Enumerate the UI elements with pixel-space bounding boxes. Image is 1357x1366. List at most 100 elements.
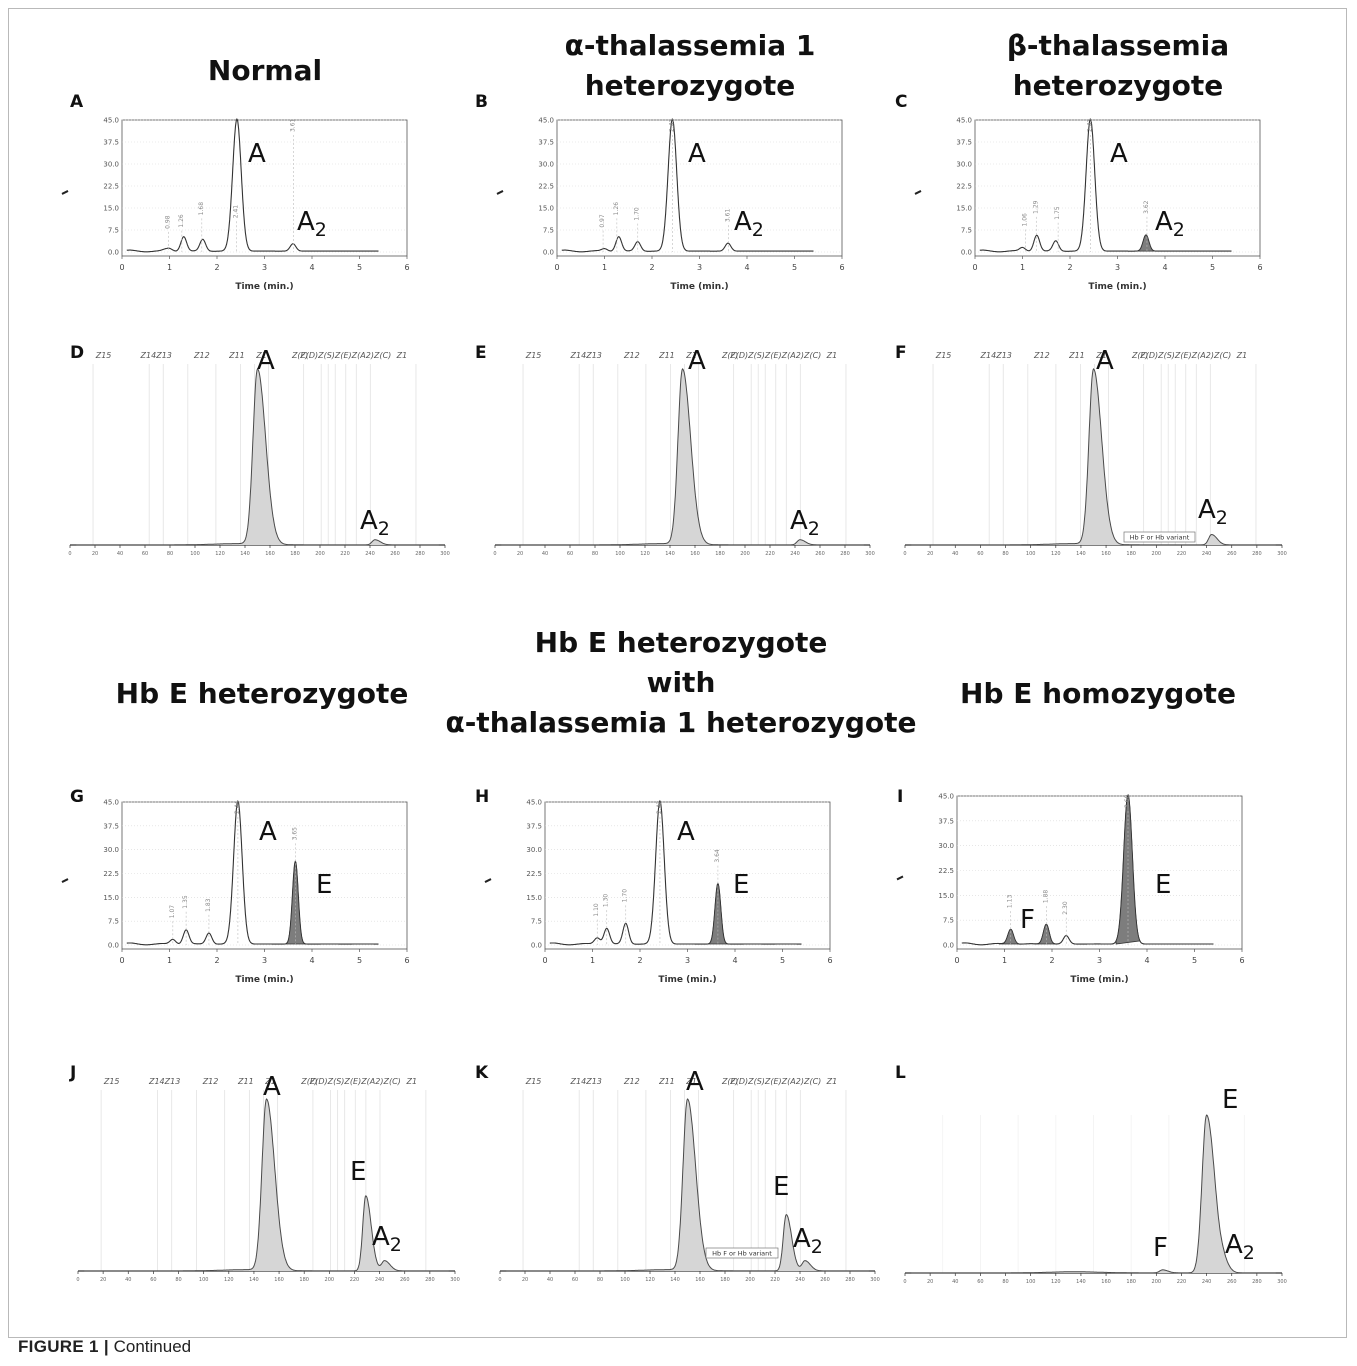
ce-xtick-D: 40 (117, 551, 123, 557)
hplc-ytick-G: 37.5 (103, 822, 119, 830)
ce-xtick-J: 40 (125, 1277, 131, 1283)
hplc-xtick-H: 2 (637, 956, 642, 965)
ce-zone-header-J: Z1 (264, 1077, 276, 1086)
hplc-rt-label-G: 1.07 (169, 905, 176, 919)
ce-xtick-K: 240 (795, 1277, 805, 1283)
ce-xtick-K: 100 (620, 1277, 630, 1283)
ce-zone-header-D: Z(F) (291, 351, 308, 360)
ce-xtick-L: 20 (927, 1279, 933, 1285)
hplc-ytick-C: 15.0 (956, 205, 972, 213)
ce-xtick-F: 20 (927, 551, 933, 557)
ce-xtick-J: 60 (150, 1277, 156, 1283)
ce-xtick-K: 200 (745, 1277, 755, 1283)
hplc-xtick-H: 6 (827, 956, 832, 965)
ce-xtick-L: 280 (1252, 1279, 1262, 1285)
panel-H: H 45.0 37.5 30.0 22.5 15.0 7.5 0.00 1 2 3 4 5 6 Time (… (475, 787, 833, 985)
hplc-ytick-C: 30.0 (956, 161, 972, 169)
hplc-xtick-C: 6 (1257, 263, 1262, 272)
ce-zone-header-K: Z(F) (721, 1077, 738, 1086)
hplc-rt-label-A: 3.61 (289, 118, 296, 132)
hplc-ytick-I: 45.0 (938, 793, 954, 801)
ce-xtick-F: 180 (1126, 551, 1136, 557)
hplc-rt-label-G: 3.65 (291, 827, 298, 841)
hplc-ytick-B: 7.5 (543, 227, 554, 235)
ce-zone-header-J: Z(D)Z(S)Z(E)Z(A2)Z(C) (309, 1077, 401, 1086)
ce-zone-header-F: Z1 (1236, 351, 1248, 360)
hplc-ytick-I: 30.0 (938, 842, 954, 850)
ce-xtick-E: 180 (715, 551, 725, 557)
hplc-rt-label-H: 3.64 (714, 849, 721, 863)
ce-zone-header-K: Z1 (826, 1077, 838, 1086)
hplc-xtick-H: 0 (542, 956, 547, 965)
peak-label-G-E: E (316, 870, 332, 900)
hplc-peak-fill-C (1134, 234, 1158, 252)
ce-xtick-F: 140 (1076, 551, 1086, 557)
hplc-rt-label-C: 1.29 (1032, 200, 1039, 214)
ce-xtick-F: 240 (1202, 551, 1212, 557)
hplc-xtick-B: 6 (839, 263, 844, 272)
ce-trace-fill-E (495, 368, 870, 545)
hplc-axis-stub-I (896, 875, 904, 881)
hplc-ytick-G: 0.0 (108, 942, 119, 950)
peak-label-L-F: F (1153, 1233, 1168, 1263)
ce-xtick-F: 0 (903, 551, 906, 557)
panel-E: E Z15 Z14Z13 Z12 Z11 Z1 Z(F)Z(D)Z(S)Z(E)Z(A2)Z… (475, 343, 875, 557)
title-hbe-het: Hb E heterozygote (116, 677, 409, 710)
hplc-xtick-G: 1 (167, 956, 172, 965)
hplc-ytick-I: 15.0 (938, 892, 954, 900)
peak-label-J-A: A (263, 1072, 281, 1102)
ce-zone-header-F: Z15 (935, 351, 952, 360)
panel-letter-F: F (895, 343, 907, 363)
ce-xtick-D: 220 (340, 551, 350, 557)
ce-xtick-F: 260 (1227, 551, 1237, 557)
hplc-xtick-G: 2 (214, 956, 219, 965)
hplc-rt-label-C: 1.75 (1054, 206, 1061, 220)
ce-xtick-F: 80 (1002, 551, 1008, 557)
hplc-ytick-H: 30.0 (526, 846, 542, 854)
ce-xtick-D: 300 (440, 551, 450, 557)
hplc-ytick-B: 0.0 (543, 249, 554, 257)
hplc-xtick-A: 3 (262, 263, 267, 272)
hplc-rt-label-C: 2.43 (1086, 118, 1093, 132)
hplc-rt-label-A: 1.68 (198, 202, 205, 216)
ce-xtick-E: 20 (517, 551, 523, 557)
panel-letter-I: I (897, 787, 903, 807)
ce-zone-header-D: Z(D)Z(S)Z(E)Z(A2)Z(C) (299, 351, 391, 360)
ce-trace-E (501, 368, 864, 546)
hplc-trace-C (979, 118, 1232, 253)
hplc-ytick-C: 0.0 (961, 249, 972, 257)
hplc-peak-fill-G (283, 860, 308, 945)
ce-zone-header-F: Z12 (1033, 351, 1050, 360)
ce-xtick-K: 20 (522, 1277, 528, 1283)
ce-zone-header-K: Z1 (685, 1077, 697, 1086)
hplc-xlabel-B: Time (min.) (670, 282, 728, 292)
ce-zone-header-K: Z12 (623, 1077, 640, 1086)
title-alpha-line1: α-thalassemia 1 (565, 29, 816, 62)
hplc-rt-label-B: 3.61 (724, 209, 731, 223)
hplc-rt-label-G: 1.83 (205, 898, 212, 912)
hplc-rt-label-G: 1.35 (182, 895, 189, 909)
hplc-rt-label-H: 1.30 (603, 894, 610, 908)
hplc-rt-label-I: 1.13 (1007, 895, 1014, 909)
ce-hbf-box-F (1123, 531, 1196, 543)
ce-xtick-K: 120 (645, 1277, 655, 1283)
hplc-ytick-A: 0.0 (108, 249, 119, 257)
hplc-xtick-B: 1 (602, 263, 607, 272)
hplc-xtick-A: 0 (119, 263, 124, 272)
ce-xtick-E: 80 (592, 551, 598, 557)
hplc-xtick-G: 0 (119, 956, 124, 965)
ce-xtick-E: 280 (840, 551, 850, 557)
hplc-xtick-H: 1 (590, 956, 595, 965)
hplc-rt-label-A: 1.26 (178, 214, 185, 228)
hplc-xtick-A: 2 (214, 263, 219, 272)
hplc-rt-label-C: 3.62 (1143, 200, 1150, 214)
ce-zone-header-D: Z15 (95, 351, 112, 360)
peak-label-C-A: A (1110, 139, 1128, 169)
hplc-rt-label-G: 2.44 (234, 800, 241, 814)
ce-xtick-D: 280 (415, 551, 425, 557)
peak-label-I-E: E (1155, 870, 1171, 900)
ce-xtick-L: 160 (1101, 1279, 1111, 1285)
ce-xtick-E: 260 (815, 551, 825, 557)
peak-label-A-A: A (248, 139, 266, 169)
